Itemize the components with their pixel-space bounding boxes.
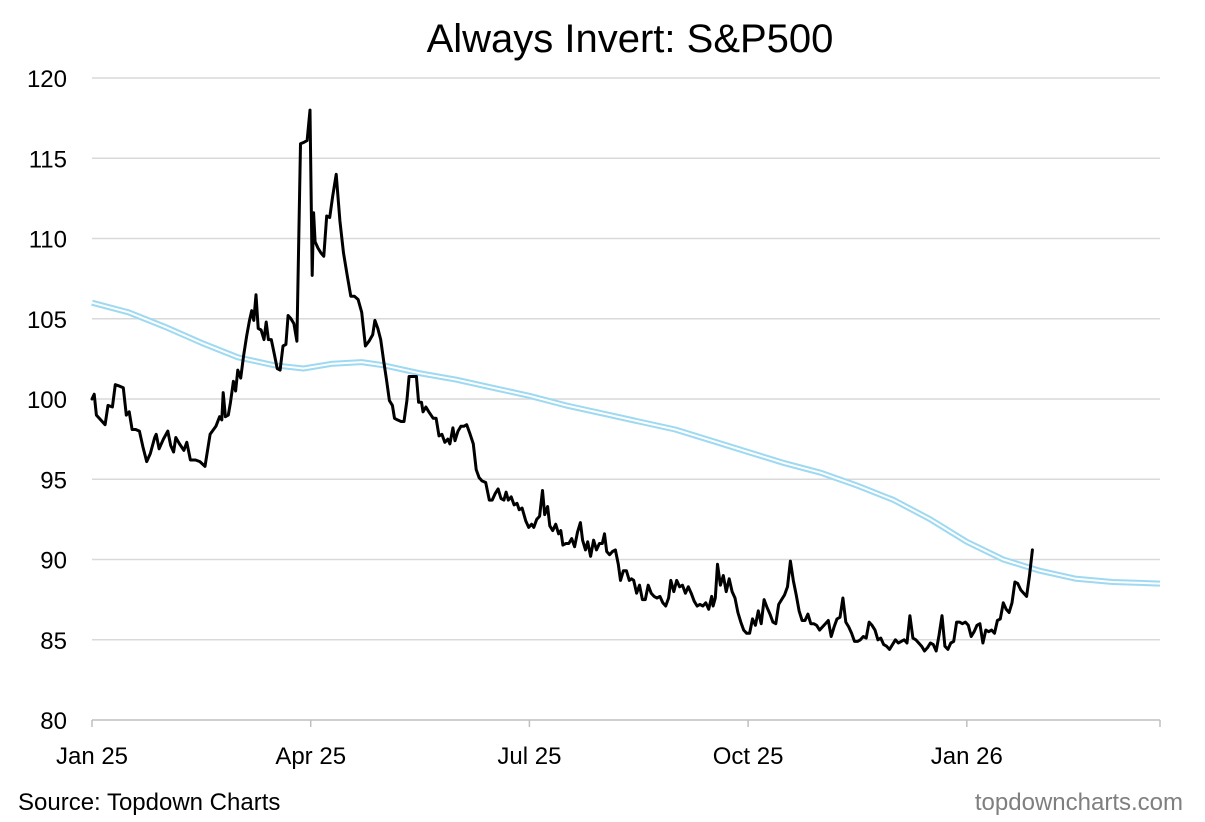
x-tick-label: Jan 25 [56,743,128,770]
y-tick-label: 85 [40,628,67,655]
y-tick-label: 80 [40,708,67,735]
y-tick-label: 90 [40,548,67,575]
x-tick-label: Apr 25 [275,743,346,770]
series-layer [90,108,1161,653]
y-axis-tick-labels: 80 85 90 95 100 105 110 115 120 [27,66,67,735]
y-tick-label: 110 [29,227,67,254]
brand-label: topdowncharts.com [975,789,1183,816]
source-label: Source: Topdown Charts [18,789,280,816]
y-tick-label: 115 [29,146,67,173]
x-tick-label: Jan 26 [931,743,1003,770]
y-tick-label: 105 [27,307,67,334]
series-trend [91,299,1161,587]
series-trend-outer [91,299,1161,587]
y-tick-label: 100 [27,387,67,414]
y-tick-label: 120 [27,66,67,93]
series-trend-inner [91,301,1161,585]
series-inverted-s-p500 [90,108,1034,653]
x-axis: Jan 25 Apr 25 Jul 25 Oct 25 Jan 26 [56,719,1161,770]
grid-lines [92,77,1160,641]
chart-title: Always Invert: S&P500 [427,17,834,61]
x-tick-label: Jul 25 [497,743,561,770]
y-tick-label: 95 [40,467,67,494]
x-tick-label: Oct 25 [713,743,784,770]
